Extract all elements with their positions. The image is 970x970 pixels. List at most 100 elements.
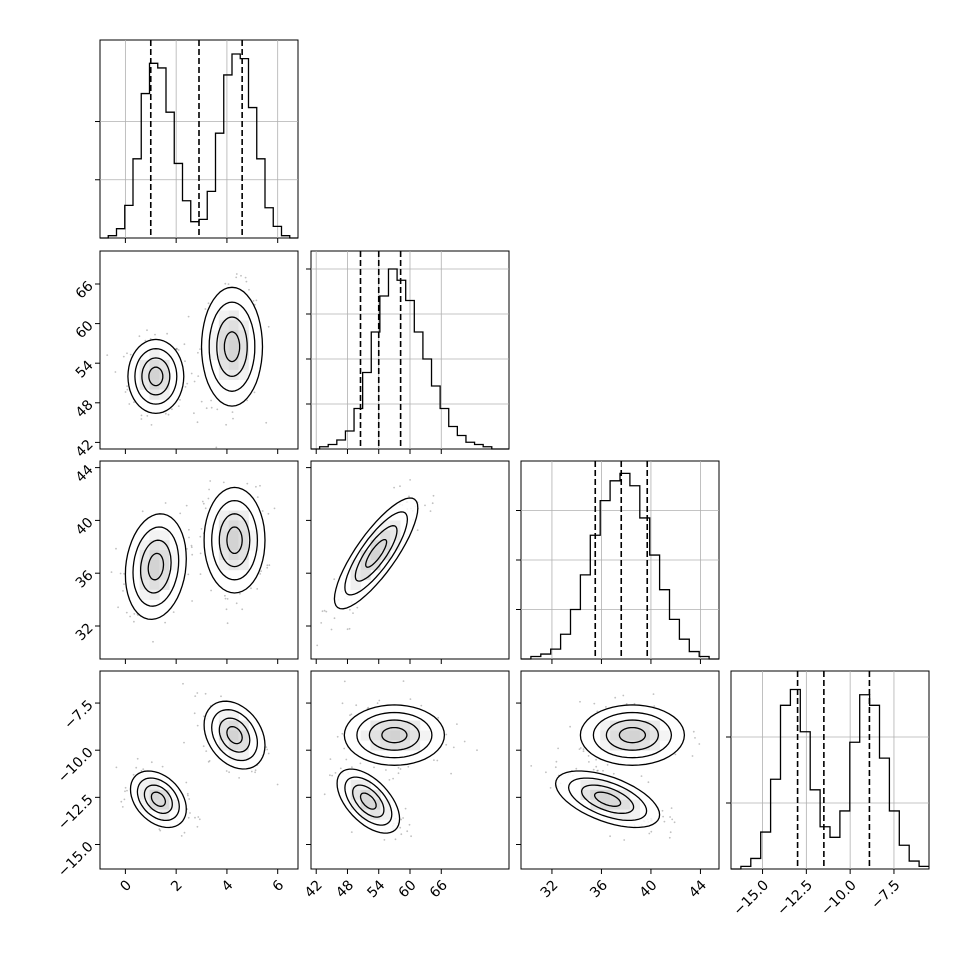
sample-point [575,767,578,770]
sample-point [175,347,178,350]
sample-point [609,835,611,838]
y-tick-label: 32 [73,620,97,644]
sample-point [183,831,186,834]
histogram-bin [580,575,590,659]
sample-point [623,839,626,841]
sample-point [240,274,242,277]
sample-point [205,750,208,752]
sample-point [545,771,547,774]
sample-point [612,772,615,775]
sample-point [115,766,118,769]
sample-point [138,335,141,338]
contour-line [203,486,266,594]
sample-point [355,704,358,707]
sample-point [273,507,276,510]
sample-point [210,406,213,409]
sample-point [530,765,533,767]
sample-point [339,767,342,770]
panel-frame [99,250,299,450]
histogram-step-line [311,268,509,450]
sample-point [266,566,269,569]
contour-line [368,719,421,751]
x-tick-label: 66 [427,877,451,901]
y-tick-label: 66 [73,278,97,302]
sample-point [606,764,609,766]
sample-point [410,835,412,838]
y-tick-label: 60 [73,318,97,342]
sample-point [199,348,201,350]
sample-point [216,408,219,411]
sample-point [124,786,127,789]
contour-line [592,711,673,759]
panel-background [311,671,509,869]
histogram-step-line [731,688,929,870]
contour-line [605,719,660,751]
sample-point [141,510,144,513]
x-tick-label: 54 [364,877,388,901]
sample-point [402,680,405,682]
histogram-bin [166,112,174,238]
sample-point [146,415,149,417]
scatter-panel [516,670,720,874]
histogram-bin [689,652,699,659]
sample-point [450,772,452,775]
sample-point [205,407,208,410]
sample-point [231,411,234,413]
histogram-bin [440,409,449,450]
sample-point [144,339,147,342]
x-tick-label: 36 [587,877,611,901]
histogram-bin [354,409,363,450]
sample-point [164,621,167,624]
sample-point [261,510,264,512]
sample-point [150,761,153,764]
sample-point [133,620,135,623]
sample-point [255,485,257,488]
sample-point [187,573,190,576]
histogram-bin [432,386,441,449]
histogram-bin [328,445,337,450]
histogram-bin [840,811,850,869]
sample-point [132,773,135,776]
sample-point [164,412,167,415]
sample-point [692,730,695,733]
x-tick-label: −12.5 [774,877,816,919]
sample-point [177,349,180,351]
contour-line [554,770,661,829]
histogram-bin [640,518,650,659]
sample-point [129,353,132,356]
sample-point [232,417,234,420]
sample-point [255,299,258,302]
sample-point [555,760,558,763]
sample-point [199,535,202,538]
sample-point [476,749,478,752]
sample-point [244,276,247,279]
sample-point [200,528,203,530]
sample-point [248,288,250,291]
sample-point [196,692,199,694]
sample-point [569,725,571,728]
sample-point [124,391,127,393]
contour-line [216,316,248,378]
panel-frame [99,460,299,660]
sample-point [373,766,375,769]
contour-line [132,526,180,607]
sample-point [433,759,435,761]
sample-point [266,564,269,567]
contour-line [579,704,686,766]
sample-point [349,714,351,717]
sample-point [254,769,257,772]
sample-point [167,413,170,416]
sample-point [333,578,336,581]
sample-point [622,694,625,697]
sample-point [235,276,238,279]
histogram-bin [449,427,458,450]
sample-point [376,702,379,705]
y-tick-label: 40 [73,515,97,539]
y-tick-label: −10.0 [55,745,97,787]
sample-point [224,597,227,600]
contour-line [200,286,264,407]
histogram-bin [183,201,191,238]
sample-point [346,628,349,631]
sample-point [200,400,203,403]
sample-point [197,351,199,354]
